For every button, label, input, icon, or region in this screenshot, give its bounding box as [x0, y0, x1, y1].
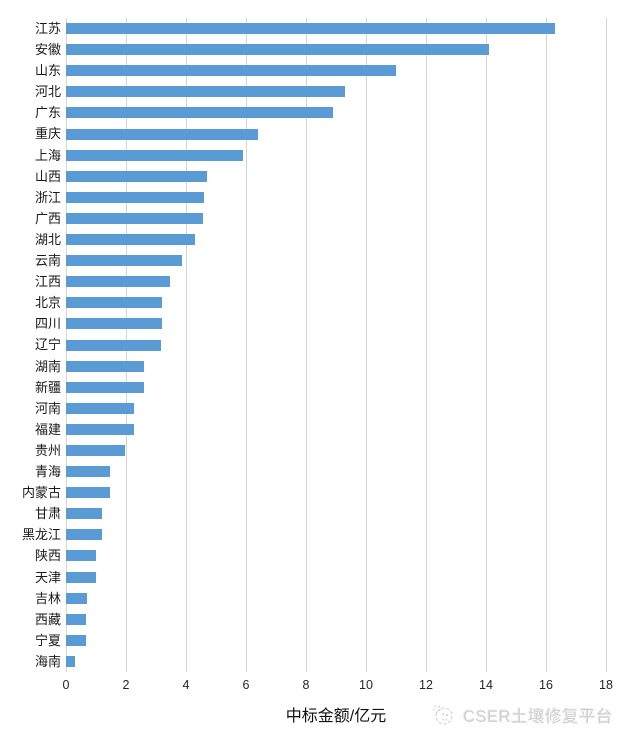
gridline — [486, 18, 487, 672]
bar — [66, 44, 489, 56]
x-tick-label: 6 — [242, 678, 250, 692]
bar — [66, 107, 333, 119]
gridline — [606, 18, 607, 672]
category-label: 河南 — [34, 400, 61, 416]
bar — [66, 466, 110, 478]
bar — [66, 86, 345, 98]
category-label: 上海 — [34, 147, 61, 163]
x-tick-label: 18 — [599, 678, 613, 692]
bar — [66, 444, 125, 456]
gridline — [366, 18, 367, 672]
bar — [66, 234, 195, 246]
x-tick-label: 10 — [359, 678, 373, 692]
x-tick-label: 2 — [122, 678, 130, 692]
bar — [66, 613, 86, 625]
bar — [66, 339, 161, 351]
category-label: 云南 — [34, 253, 61, 269]
category-label: 吉林 — [34, 590, 61, 606]
bar — [66, 318, 162, 330]
watermark-text: CSER土壤修复平台 — [463, 708, 613, 726]
category-label: 重庆 — [34, 126, 61, 142]
category-label: 内蒙古 — [21, 485, 61, 501]
category-label: 山西 — [34, 168, 61, 184]
x-tick-label: 14 — [479, 678, 493, 692]
category-label: 北京 — [34, 295, 61, 311]
category-label: 新疆 — [34, 379, 61, 395]
category-label: 江苏 — [34, 21, 61, 36]
bar — [66, 508, 102, 520]
category-label: 浙江 — [34, 189, 61, 205]
bar — [66, 529, 102, 541]
category-label: 西藏 — [34, 611, 61, 627]
bar — [66, 297, 162, 309]
category-label: 山东 — [34, 63, 61, 79]
bar — [66, 487, 110, 499]
category-label: 陕西 — [34, 548, 61, 564]
category-label: 辽宁 — [34, 337, 61, 353]
bar — [66, 191, 204, 203]
category-label: 广西 — [34, 210, 61, 226]
bar — [66, 655, 75, 667]
category-label: 江西 — [34, 274, 61, 290]
gridline — [186, 18, 187, 672]
category-label: 海南 — [34, 653, 61, 669]
x-tick-label: 0 — [62, 678, 70, 692]
category-label: 安徽 — [34, 42, 61, 58]
gridline — [246, 18, 247, 672]
bar — [66, 212, 203, 224]
x-tick-label: 12 — [419, 678, 433, 692]
category-label: 湖北 — [34, 231, 61, 247]
gridline — [546, 18, 547, 672]
bar — [66, 381, 144, 393]
bar — [66, 423, 134, 435]
gridline — [426, 18, 427, 672]
x-tick-label: 8 — [302, 678, 310, 692]
watermark: CSER土壤修复平台 — [431, 702, 613, 728]
x-axis-title: 中标金额/亿元 — [285, 708, 387, 725]
category-axis: 江苏安徽山东河北广东重庆上海山西浙江广西湖北云南江西北京四川辽宁湖南新疆河南福建… — [0, 18, 61, 672]
category-label: 贵州 — [34, 442, 61, 458]
bar — [66, 65, 396, 77]
bar — [66, 592, 87, 604]
plot-area — [66, 18, 607, 672]
category-label: 黑龙江 — [21, 527, 61, 543]
bar — [66, 170, 207, 182]
bar — [66, 571, 96, 583]
gridline — [306, 18, 307, 672]
bar — [66, 255, 182, 267]
bar — [66, 402, 134, 414]
category-label: 青海 — [34, 464, 61, 480]
bar — [66, 550, 96, 562]
x-tick-label: 16 — [539, 678, 553, 692]
bar — [66, 128, 258, 140]
cser-logo-icon — [431, 702, 455, 728]
x-tick-label: 4 — [182, 678, 190, 692]
category-label: 甘肃 — [34, 506, 61, 522]
category-label: 湖南 — [34, 358, 61, 374]
bar — [66, 149, 243, 161]
category-label: 天津 — [34, 569, 61, 585]
category-label: 广东 — [34, 105, 61, 121]
bar — [66, 634, 86, 646]
x-axis: 0 2 4 6 8 10 12 14 16 18 — [0, 678, 625, 696]
bar — [66, 276, 170, 288]
bar — [66, 360, 144, 372]
category-label: 宁夏 — [34, 632, 61, 648]
category-label: 四川 — [34, 316, 61, 332]
category-label: 河北 — [34, 84, 61, 100]
bar — [66, 23, 555, 35]
category-label: 福建 — [34, 421, 61, 437]
